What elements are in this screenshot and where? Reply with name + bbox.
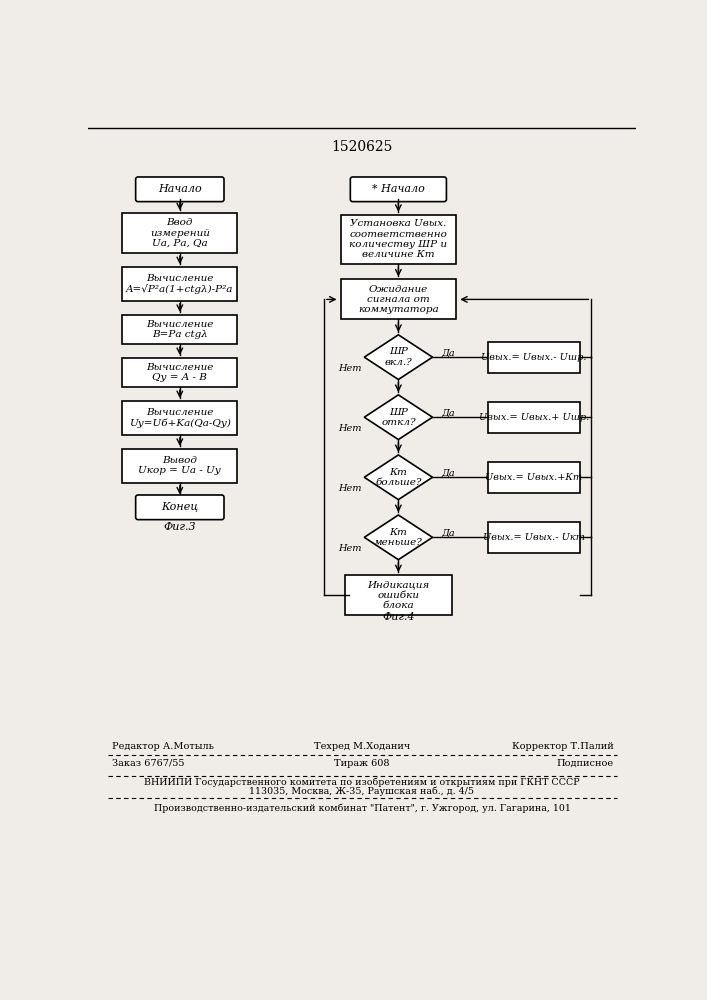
Bar bbox=[489, 342, 580, 373]
Polygon shape bbox=[364, 335, 433, 379]
FancyBboxPatch shape bbox=[136, 177, 224, 202]
Text: Да: Да bbox=[442, 468, 455, 477]
Text: Корректор Т.Палий: Корректор Т.Палий bbox=[512, 742, 614, 751]
Text: Uвых.= Uвых.+Кт: Uвых.= Uвых.+Кт bbox=[486, 473, 583, 482]
Text: ВНИИПИ Государственного комитета по изобретениям и открытиям при ГКНТ СССР: ВНИИПИ Государственного комитета по изоб… bbox=[144, 777, 580, 787]
Text: Кт
больше?: Кт больше? bbox=[375, 468, 421, 487]
Text: Индикация
ошибки
блока: Индикация ошибки блока bbox=[367, 580, 429, 610]
Text: Фиг.3: Фиг.3 bbox=[163, 522, 196, 532]
Bar bbox=[489, 402, 580, 433]
Text: Вычисление
Uу=Uб+Kа(Qа-Qу): Вычисление Uу=Uб+Kа(Qа-Qу) bbox=[129, 408, 230, 428]
Text: Вычисление
B=Pа ctgλ: Вычисление B=Pа ctgλ bbox=[146, 320, 214, 339]
Bar bbox=[122, 401, 237, 435]
Text: Кт
меньше?: Кт меньше? bbox=[374, 528, 423, 547]
Text: Конец: Конец bbox=[161, 502, 199, 512]
Text: Техред М.Ходанич: Техред М.Ходанич bbox=[314, 742, 410, 751]
Bar bbox=[489, 522, 580, 553]
Bar bbox=[341, 215, 456, 264]
Polygon shape bbox=[364, 455, 433, 500]
Bar bbox=[345, 575, 452, 615]
Text: Начало: Начало bbox=[158, 184, 201, 194]
Text: ШР
вкл.?: ШР вкл.? bbox=[385, 347, 412, 367]
Text: Вывод
Uкор = Uа - Uу: Вывод Uкор = Uа - Uу bbox=[139, 456, 221, 475]
Text: Uвых.= Uвых.- Uкт: Uвых.= Uвых.- Uкт bbox=[483, 533, 585, 542]
Bar bbox=[122, 315, 237, 344]
Text: Uвых.= Uвых.+ Uшр.: Uвых.= Uвых.+ Uшр. bbox=[479, 413, 589, 422]
Text: Вычисление
A=√P²а(1+ctgλ)-P²а: Вычисление A=√P²а(1+ctgλ)-P²а bbox=[126, 274, 233, 294]
Polygon shape bbox=[364, 515, 433, 560]
FancyBboxPatch shape bbox=[351, 177, 446, 202]
Bar bbox=[122, 213, 237, 253]
Text: ШР
откл?: ШР откл? bbox=[381, 408, 416, 427]
Text: Нет: Нет bbox=[338, 424, 361, 433]
Text: Фиг.4: Фиг.4 bbox=[382, 612, 415, 622]
Bar bbox=[122, 267, 237, 301]
Text: Ожидание
сигнала от
коммутатора: Ожидание сигнала от коммутатора bbox=[358, 285, 438, 314]
Text: Нет: Нет bbox=[338, 364, 361, 373]
FancyBboxPatch shape bbox=[136, 495, 224, 520]
Text: * Начало: * Начало bbox=[372, 184, 425, 194]
Text: Вычисление
Qу = A - B: Вычисление Qу = A - B bbox=[146, 363, 214, 382]
Bar bbox=[122, 358, 237, 387]
Text: Uвых.= Uвых.- Uшр.: Uвых.= Uвых.- Uшр. bbox=[481, 353, 587, 362]
Text: Ввод
измерений
Uа, Pа, Qа: Ввод измерений Uа, Pа, Qа bbox=[150, 218, 210, 248]
Text: Нет: Нет bbox=[338, 544, 361, 553]
Text: Редактор А.Мотыль: Редактор А.Мотыль bbox=[112, 742, 214, 751]
Text: 113035, Москва, Ж-35, Раушская наб., д. 4/5: 113035, Москва, Ж-35, Раушская наб., д. … bbox=[250, 787, 474, 796]
Text: Заказ 6767/55: Заказ 6767/55 bbox=[112, 759, 184, 768]
Text: Производственно-издательский комбинат "Патент", г. Ужгород, ул. Гагарина, 101: Производственно-издательский комбинат "П… bbox=[153, 804, 571, 813]
Text: Да: Да bbox=[442, 528, 455, 537]
Text: Нет: Нет bbox=[338, 484, 361, 493]
Bar bbox=[341, 279, 456, 319]
Text: Да: Да bbox=[442, 348, 455, 357]
Text: 1520625: 1520625 bbox=[332, 140, 392, 154]
Text: Тираж 608: Тираж 608 bbox=[334, 759, 390, 768]
Bar bbox=[489, 462, 580, 493]
Text: Подписное: Подписное bbox=[556, 759, 614, 768]
Polygon shape bbox=[364, 395, 433, 440]
Bar bbox=[122, 449, 237, 483]
Text: Да: Да bbox=[442, 408, 455, 417]
Text: Установка Uвых.
соответственно
количеству ШР и
величине Кт: Установка Uвых. соответственно количеств… bbox=[349, 219, 448, 259]
